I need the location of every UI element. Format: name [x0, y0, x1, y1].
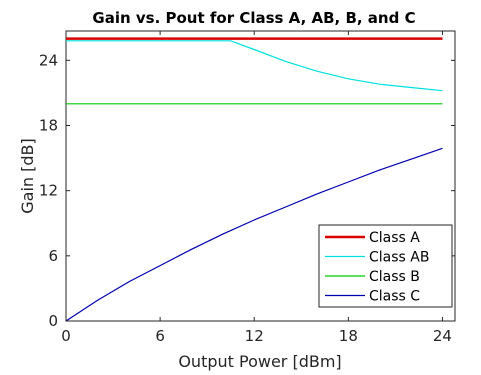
x-tick-label: 0 [61, 327, 71, 345]
y-axis-label: Gain [dB] [18, 138, 37, 214]
x-tick-label: 18 [339, 327, 358, 345]
x-tick-label: 12 [245, 327, 264, 345]
ticks-layer: 0 6 12 18 24 0 6 12 18 24 [39, 31, 455, 345]
chart-title: Gain vs. Pout for Class A, AB, B, and C [92, 9, 415, 27]
legend-label: Class B [369, 269, 420, 285]
legend-box [318, 224, 453, 308]
x-tick-label: 24 [433, 327, 452, 345]
legend-label: Class C [369, 289, 420, 305]
series-layer [65, 37, 443, 322]
legend-label: Class AB [369, 250, 429, 266]
y-tick-label: 6 [48, 247, 58, 265]
series-line-class-c [65, 147, 443, 322]
y-tick-label: 24 [39, 51, 58, 69]
y-tick-label: 0 [48, 312, 58, 330]
y-tick-label: 18 [39, 116, 58, 134]
x-tick-label: 6 [155, 327, 165, 345]
y-tick-label: 12 [39, 182, 58, 200]
series-line-class-ab [66, 40, 443, 92]
legend-label: Class A [369, 230, 420, 246]
legend: Class A Class AB Class B Class C [318, 224, 453, 308]
plot-area: 0 6 12 18 24 0 6 12 18 24 [39, 30, 456, 345]
x-axis-label: Output Power [dBm] [178, 352, 341, 371]
